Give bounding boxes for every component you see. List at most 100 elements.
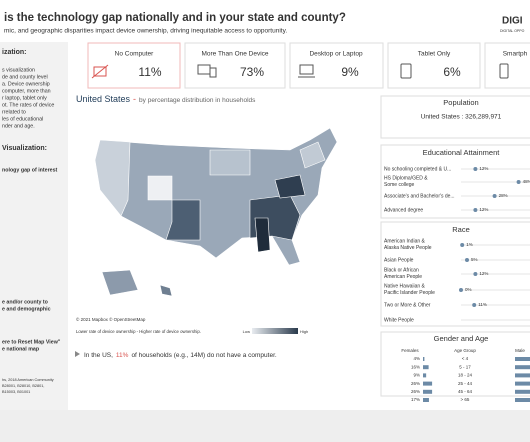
row-label-line: American People [384, 274, 422, 280]
row-label-line: Some college [384, 182, 415, 188]
dot [472, 303, 477, 307]
female-bar [423, 365, 429, 370]
footnote: B15003, B01001 [2, 390, 30, 394]
footnote: hs, 2018 American Community [2, 378, 54, 382]
sidebar-text: nder and age. [2, 123, 35, 129]
row-label-line: Alaska Native People [384, 245, 432, 251]
kpi-label: No Computer [115, 51, 154, 58]
map-footer: In the US, 11% of households (e.g., 14M) d… [84, 352, 277, 359]
kpi-value: 9% [341, 65, 359, 79]
male-bar [515, 373, 530, 378]
footer-post: of households (e.g., 14M) do not have a … [131, 352, 276, 359]
footer-pre: In the US, [84, 352, 113, 359]
column-header: Age Group [454, 348, 476, 353]
dot [473, 208, 478, 212]
row-label: Two or More & Other [384, 302, 431, 308]
female-value: 4% [413, 356, 420, 361]
page-title: is the technology gap nationally and in … [4, 12, 346, 24]
age-group: 25 - 44 [458, 381, 473, 386]
us-map[interactable] [94, 127, 338, 297]
female-value: 16% [411, 364, 420, 369]
sidebar-heading: Visualization: [2, 145, 47, 152]
row-label: Asian People [384, 257, 414, 263]
male-bar [515, 381, 530, 386]
sidebar-panel [0, 42, 68, 422]
female-bar [423, 381, 433, 386]
map-title: United States - by percentage distribution… [76, 94, 256, 104]
dot-label: 28% [499, 193, 508, 198]
sidebar-text: s visualization [2, 67, 35, 73]
panel-title: Gender and Age [434, 334, 489, 343]
kpi-label: More Than One Device [201, 51, 268, 58]
kpi-value: 6% [443, 65, 461, 79]
row-label: Native Hawaiian & Pacific Islander People [384, 284, 435, 297]
footer-band [0, 410, 530, 442]
panel-title: Population [443, 98, 478, 107]
dot [465, 258, 469, 262]
sidebar-text: rrelated to [2, 109, 26, 115]
age-group: > 65 [461, 397, 470, 402]
page-subtitle: mic, and geographic disparities impact d… [4, 28, 287, 35]
logo: DIGI [502, 16, 523, 27]
dot [459, 288, 463, 292]
kpi-card[interactable] [387, 42, 481, 89]
education-panel [380, 144, 530, 219]
row-label-line: Pacific Islander People [384, 290, 435, 296]
kpi-label: Smartph [503, 51, 528, 58]
sidebar-text: de and county level [2, 74, 48, 80]
panel-title: Race [452, 225, 470, 234]
kpi-card[interactable] [87, 42, 181, 89]
gender-age-panel [380, 331, 530, 397]
dot-label: 12% [479, 166, 488, 171]
dot-label: 12% [479, 271, 488, 276]
map-legend-ramp [252, 328, 298, 334]
female-bar [423, 373, 427, 378]
sidebar-text: les of educational [2, 116, 43, 122]
age-group: 18 - 24 [458, 373, 473, 378]
female-value: 26% [411, 389, 420, 394]
population-panel [380, 95, 530, 139]
sidebar-text: ere to Reset Map View" [2, 339, 61, 345]
row-label: Advanced degree [384, 207, 423, 213]
kpi-value: 73% [240, 65, 264, 79]
dot [460, 243, 465, 247]
logo-sub: DIGITAL OPPO [500, 29, 525, 33]
dot-label: 5% [471, 257, 478, 262]
column-header: Females [401, 348, 419, 353]
sidebar-text: e and demographic [2, 306, 51, 312]
row-label: Black or African American People [384, 268, 422, 281]
sidebar-text: ot. The rates of device [2, 102, 54, 108]
sidebar-text: e national map [2, 346, 40, 352]
map-title-main: United States [76, 94, 131, 104]
row-label-line: HS Diploma/GED & [384, 176, 428, 182]
dot [492, 194, 497, 198]
legend-low: Low [243, 329, 250, 334]
male-bar [515, 389, 530, 394]
female-bar [423, 357, 425, 361]
male-bar [515, 398, 530, 402]
sidebar-text: r laptop, tablet only [2, 95, 47, 101]
kpi-label: Tablet Only [418, 51, 451, 58]
row-label-line: Native Hawaiian & [384, 284, 426, 290]
dot [473, 167, 478, 171]
age-group: 45 - 64 [458, 389, 473, 394]
expand-arrow[interactable] [75, 351, 80, 357]
dot-label: 12% [479, 207, 488, 212]
female-value: 26% [411, 381, 420, 386]
column-header: Male [515, 348, 525, 353]
row-label: No schooling completed & U... [384, 166, 451, 172]
female-value: 17% [411, 397, 420, 402]
sidebar-text: nology gap of interest [2, 167, 58, 173]
dot-label: 48% [523, 179, 530, 184]
row-label: Associate's and Bachelor's de... [384, 193, 455, 199]
map-credit: © 2021 Mapbox © OpenStreetMap [76, 316, 146, 322]
kpi-icons [91, 63, 509, 79]
male-bar [515, 357, 530, 361]
kpi-card[interactable] [184, 42, 286, 89]
map-subtitle: by percentage distribution in households [139, 97, 256, 104]
male-bar [515, 365, 530, 370]
row-label-line: American Indian & [384, 239, 426, 245]
age-group: < 4 [462, 356, 469, 361]
sidebar-text: computer, more than [2, 88, 51, 94]
